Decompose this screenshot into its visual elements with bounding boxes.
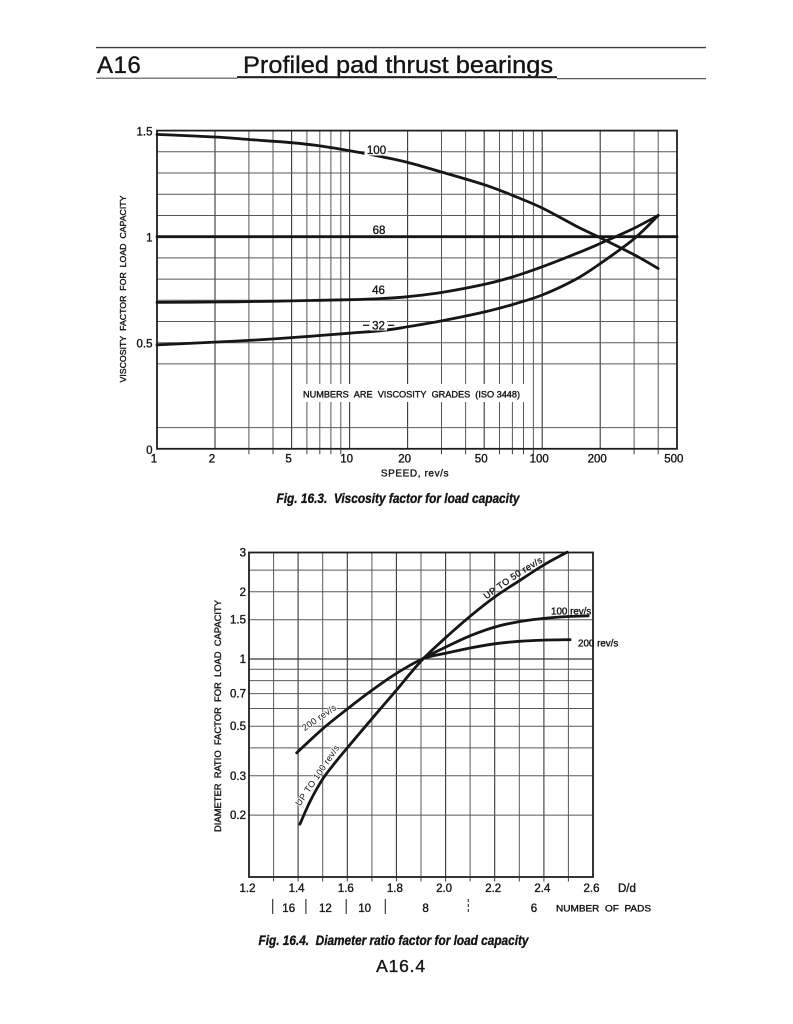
svg-text:2.4: 2.4: [534, 883, 551, 895]
svg-text:0: 0: [146, 445, 152, 457]
svg-text:Fig. 16.3. Viscosity factor f: Fig. 16.3. Viscosity factor for load cap…: [277, 491, 521, 506]
svg-text:6: 6: [531, 903, 537, 915]
svg-text:1.2: 1.2: [240, 883, 256, 895]
svg-text:100 rev/s: 100 rev/s: [551, 607, 591, 618]
svg-text:100: 100: [530, 454, 549, 466]
svg-text:2.0: 2.0: [436, 883, 452, 895]
svg-text:0.5: 0.5: [137, 339, 153, 351]
svg-text:2: 2: [209, 454, 215, 466]
svg-text:200: 200: [588, 454, 607, 466]
svg-text:20: 20: [398, 454, 411, 466]
svg-text:D/d: D/d: [618, 883, 636, 895]
svg-text:2.2: 2.2: [485, 883, 501, 895]
svg-text:100: 100: [367, 145, 386, 157]
svg-text:5: 5: [285, 454, 291, 466]
svg-text:0.5: 0.5: [230, 721, 246, 733]
svg-text:NUMBER OF PADS: NUMBER OF PADS: [556, 904, 651, 914]
svg-text:8: 8: [422, 903, 428, 915]
svg-text:VISCOSITY FACTOR FOR LOAD: VISCOSITY FACTOR FOR LOAD CAPACITY: [118, 195, 128, 382]
svg-text:16: 16: [282, 903, 295, 915]
svg-text:3: 3: [240, 548, 246, 560]
svg-text:0.7: 0.7: [230, 689, 246, 701]
svg-text:1.5: 1.5: [137, 127, 153, 139]
svg-text:200 rev/s: 200 rev/s: [578, 639, 618, 650]
svg-text:2.6: 2.6: [584, 883, 600, 895]
svg-text:0.3: 0.3: [230, 771, 246, 783]
svg-text:10: 10: [358, 903, 371, 915]
svg-text:1.4: 1.4: [289, 883, 306, 895]
svg-text:50: 50: [475, 454, 488, 466]
svg-text:1: 1: [240, 654, 246, 666]
svg-text:68: 68: [373, 225, 386, 237]
svg-text:500: 500: [664, 454, 683, 466]
svg-text:Profiled pad thrust bearings: Profiled pad thrust bearings: [243, 52, 553, 79]
svg-text:SPEED, rev/s: SPEED, rev/s: [381, 469, 449, 480]
svg-text:Fig. 16.4. Diameter ratio fac: Fig. 16.4. Diameter ratio factor for loa…: [259, 933, 530, 948]
svg-text:NUMBERS ARE VISCOSITY GRADE: NUMBERS ARE VISCOSITY GRADES (ISO 3448): [303, 390, 520, 400]
svg-text:1: 1: [151, 454, 157, 466]
svg-text:12: 12: [319, 903, 332, 915]
svg-text:0.2: 0.2: [230, 810, 246, 822]
svg-text:DIAMETER RATIO FACTOR FOR: DIAMETER RATIO FACTOR FOR LOAD CAPACITY: [213, 600, 223, 832]
svg-text:UP TO 100 rev/s: UP TO 100 rev/s: [293, 743, 341, 808]
svg-text:1.5: 1.5: [230, 615, 246, 627]
svg-text:46: 46: [372, 285, 385, 297]
svg-text:A16: A16: [97, 52, 141, 79]
svg-text:2: 2: [240, 587, 246, 599]
svg-text:1.8: 1.8: [387, 883, 403, 895]
svg-text:1.6: 1.6: [338, 883, 354, 895]
svg-text:200 rev/s: 200 rev/s: [300, 702, 339, 733]
svg-text:1: 1: [146, 233, 152, 245]
svg-text:32: 32: [372, 321, 385, 333]
svg-text:UP TO 50 rev/s: UP TO 50 rev/s: [482, 555, 545, 601]
svg-text:A16.4: A16.4: [376, 956, 426, 976]
svg-text:10: 10: [340, 454, 353, 466]
